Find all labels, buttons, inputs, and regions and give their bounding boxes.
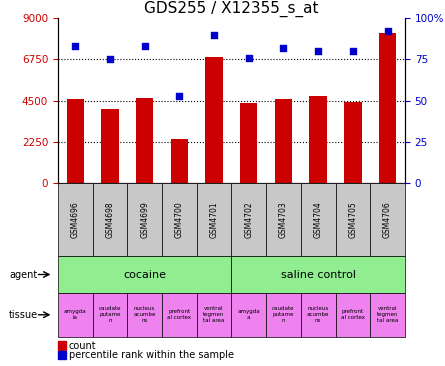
Text: prefront
al cortex: prefront al cortex bbox=[167, 309, 191, 320]
Bar bbox=[379, 33, 396, 183]
Text: GSM4703: GSM4703 bbox=[279, 201, 288, 238]
Bar bbox=[370, 293, 405, 337]
Text: nucleus
acumbe
ns: nucleus acumbe ns bbox=[134, 306, 156, 323]
Bar bbox=[162, 183, 197, 256]
Text: caudate
putame
n: caudate putame n bbox=[272, 306, 295, 323]
Text: GSM4698: GSM4698 bbox=[105, 201, 114, 238]
Bar bbox=[58, 341, 66, 350]
Point bbox=[141, 43, 148, 49]
Bar bbox=[370, 183, 405, 256]
Bar bbox=[93, 293, 127, 337]
Bar bbox=[206, 57, 223, 183]
Point bbox=[280, 45, 287, 51]
Bar bbox=[127, 183, 162, 256]
Text: agent: agent bbox=[9, 269, 37, 280]
Bar bbox=[127, 293, 162, 337]
Bar bbox=[93, 183, 127, 256]
Bar bbox=[136, 98, 153, 183]
Bar bbox=[231, 183, 266, 256]
Bar bbox=[58, 256, 231, 293]
Bar bbox=[266, 183, 301, 256]
Point bbox=[176, 93, 183, 98]
Text: amygda
a: amygda a bbox=[237, 309, 260, 320]
Point bbox=[245, 55, 252, 61]
Bar bbox=[197, 293, 231, 337]
Bar bbox=[266, 293, 301, 337]
Point bbox=[315, 48, 322, 54]
Text: cocaine: cocaine bbox=[123, 269, 166, 280]
Point bbox=[106, 57, 113, 63]
Bar bbox=[231, 256, 405, 293]
Bar bbox=[310, 96, 327, 183]
Text: prefront
al cortex: prefront al cortex bbox=[341, 309, 365, 320]
Bar bbox=[231, 293, 266, 337]
Bar bbox=[240, 103, 257, 183]
Text: GSM4704: GSM4704 bbox=[314, 201, 323, 238]
Bar bbox=[162, 293, 197, 337]
Point bbox=[210, 32, 218, 38]
Text: GSM4705: GSM4705 bbox=[348, 201, 357, 238]
Text: amygda
la: amygda la bbox=[64, 309, 87, 320]
Point bbox=[384, 29, 391, 34]
Text: caudate
putame
n: caudate putame n bbox=[99, 306, 121, 323]
Bar bbox=[336, 183, 370, 256]
Text: GSM4700: GSM4700 bbox=[175, 201, 184, 238]
Bar bbox=[301, 293, 336, 337]
Text: nucleus
acumbe
ns: nucleus acumbe ns bbox=[307, 306, 329, 323]
Text: ventral
tegmen
tal area: ventral tegmen tal area bbox=[203, 306, 225, 323]
Text: ventral
tegmen
tal area: ventral tegmen tal area bbox=[377, 306, 398, 323]
Title: GDS255 / X12355_s_at: GDS255 / X12355_s_at bbox=[144, 1, 319, 17]
Text: count: count bbox=[69, 340, 97, 351]
Text: GSM4696: GSM4696 bbox=[71, 201, 80, 238]
Bar bbox=[58, 293, 93, 337]
Text: GSM4706: GSM4706 bbox=[383, 201, 392, 238]
Text: tissue: tissue bbox=[9, 310, 38, 320]
Text: GSM4701: GSM4701 bbox=[210, 201, 218, 238]
Bar bbox=[336, 293, 370, 337]
Bar bbox=[67, 99, 84, 183]
Point bbox=[349, 48, 356, 54]
Bar bbox=[58, 351, 66, 359]
Bar bbox=[101, 109, 118, 183]
Bar bbox=[275, 99, 292, 183]
Text: percentile rank within the sample: percentile rank within the sample bbox=[69, 350, 234, 361]
Bar bbox=[58, 183, 93, 256]
Text: GSM4702: GSM4702 bbox=[244, 201, 253, 238]
Text: GSM4699: GSM4699 bbox=[140, 201, 149, 238]
Point bbox=[72, 43, 79, 49]
Text: saline control: saline control bbox=[281, 269, 356, 280]
Bar bbox=[344, 102, 362, 183]
Bar bbox=[171, 139, 188, 183]
Bar bbox=[301, 183, 336, 256]
Bar bbox=[197, 183, 231, 256]
